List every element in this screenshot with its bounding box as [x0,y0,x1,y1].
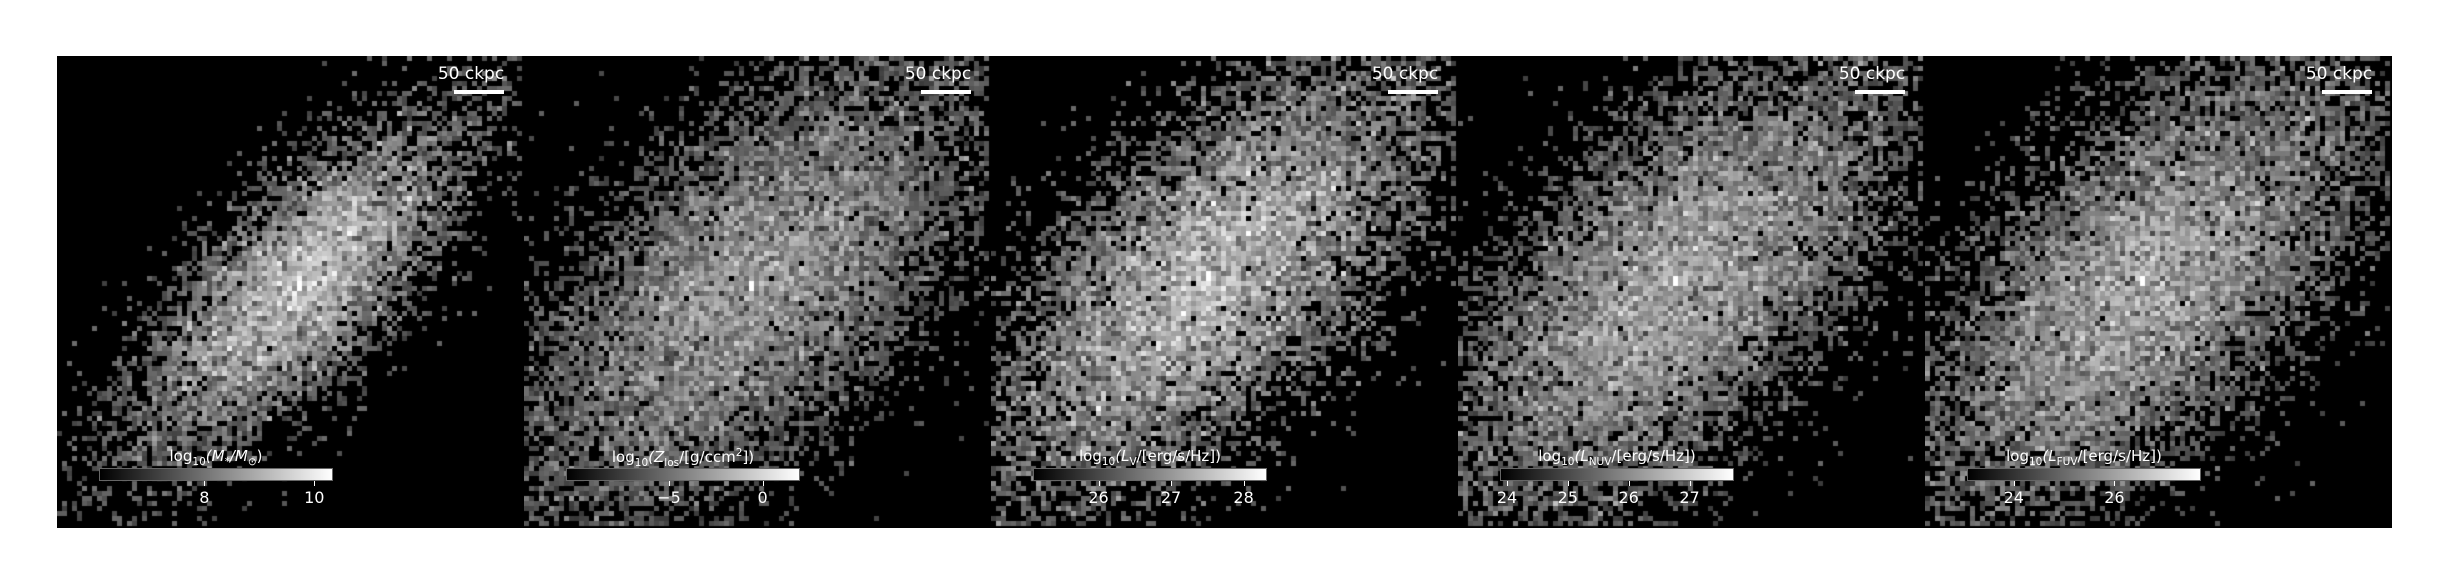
colorbar-tick-label: 26 [1618,488,1639,507]
colorbar-tick-label: 26 [2104,488,2125,507]
luminosity-fuv-map [1925,56,2392,528]
scale-bar-label: 50 ckpc [2305,64,2373,84]
colorbar-tick [204,481,206,486]
scale-bar [921,90,971,94]
colorbar [1967,468,2201,481]
panel-metallicity: 50 ckpc log10(Zlos/[g/ccm2]) −5 0 [524,56,991,528]
metallicity-map [524,56,991,528]
colorbar-tick-label: 10 [304,488,325,507]
colorbar-tick-label: 0 [757,488,768,507]
colorbar-tick-label: 24 [1496,488,1518,507]
stellar-mass-map [57,56,524,528]
colorbar [99,468,333,481]
colorbar [566,468,800,481]
colorbar-tick-label: 8 [199,488,210,507]
colorbar [1033,468,1267,481]
colorbar-tick-label: 27 [1679,488,1700,507]
colorbar-tick-label: 27 [1160,488,1182,507]
colorbar-title: log10(LNUV/[erg/s/Hz]) [1538,447,1696,468]
colorbar-tick [2114,481,2116,486]
colorbar-tick-label: 24 [2003,488,2024,507]
galaxy-figure: 50 ckpc log10(M*/M⊙) 8 10 50 ckpc log10(Z… [57,56,2394,528]
colorbar-tick [1567,481,1569,486]
scale-bar [1388,90,1438,94]
colorbar-tick [1098,481,1100,486]
scale-bar-label: 50 ckpc [1838,64,1906,84]
colorbar-tick [1243,481,1245,486]
scale-bar [2322,90,2372,94]
colorbar-tick-label: 25 [1557,488,1579,507]
colorbar-tick [762,481,764,486]
colorbar-tick-label: −5 [657,488,681,507]
colorbar-title: log10(LFUV/[erg/s/Hz]) [2006,447,2162,468]
scale-bar [454,90,504,94]
luminosity-v-map [991,56,1458,528]
panel-stellar-mass: 50 ckpc log10(M*/M⊙) 8 10 [57,56,524,528]
colorbar-title: log10(LV/[erg/s/Hz]) [1079,447,1221,468]
colorbar-tick [2013,481,2015,486]
scale-bar [1855,90,1905,94]
scale-bar-label: 50 ckpc [437,64,505,84]
colorbar-tick-label: 26 [1088,488,1109,507]
colorbar-tick [668,481,670,486]
colorbar-tick [1171,481,1173,486]
colorbar-tick [1507,481,1509,486]
scale-bar-label: 50 ckpc [1371,64,1439,84]
scale-bar-label: 50 ckpc [904,64,972,84]
colorbar-title: log10(M*/M⊙) [169,447,263,468]
luminosity-nuv-map [1458,56,1925,528]
colorbar-title: log10(Zlos/[g/ccm2]) [611,447,755,469]
panel-luminosity-v: 50 ckpc log10(LV/[erg/s/Hz]) 26 27 28 [991,56,1458,528]
panel-luminosity-fuv: 50 ckpc log10(LFUV/[erg/s/Hz]) 24 26 [1925,56,2392,528]
colorbar-tick [1689,481,1691,486]
colorbar-tick-label: 28 [1233,488,1254,507]
panel-luminosity-nuv: 50 ckpc log10(LNUV/[erg/s/Hz]) 24 25 26 27 [1458,56,1925,528]
colorbar-tick [314,481,316,486]
colorbar-tick [1628,481,1630,486]
colorbar [1500,468,1734,481]
